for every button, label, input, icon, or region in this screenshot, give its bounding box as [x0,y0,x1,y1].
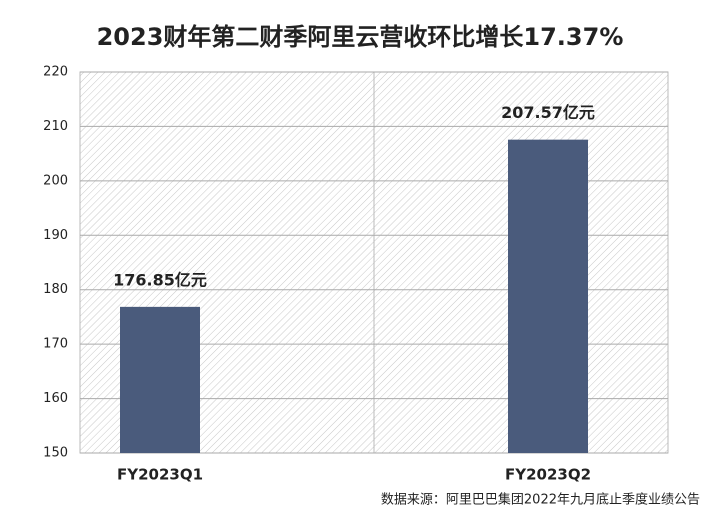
y-tick-label: 210 [43,119,68,134]
y-tick-label: 150 [43,446,68,461]
source-note: 数据来源：阿里巴巴集团2022年九月底止季度业绩公告 [381,492,700,508]
bar [508,139,588,453]
bar [120,306,200,453]
x-tick-label: FY2023Q1 [117,466,203,484]
y-tick-label: 180 [43,282,68,297]
y-tick-label: 200 [43,173,68,188]
value-label: 207.57亿元 [501,103,595,122]
y-tick-label: 170 [43,337,68,352]
y-tick-label: 160 [43,391,68,406]
y-tick-label: 190 [43,228,68,243]
x-tick-label: FY2023Q2 [505,466,591,484]
chart-title: 2023财年第二财季阿里云营收环比增长17.37% [97,23,624,51]
value-label: 176.85亿元 [113,270,207,289]
y-tick-label: 220 [43,65,68,80]
